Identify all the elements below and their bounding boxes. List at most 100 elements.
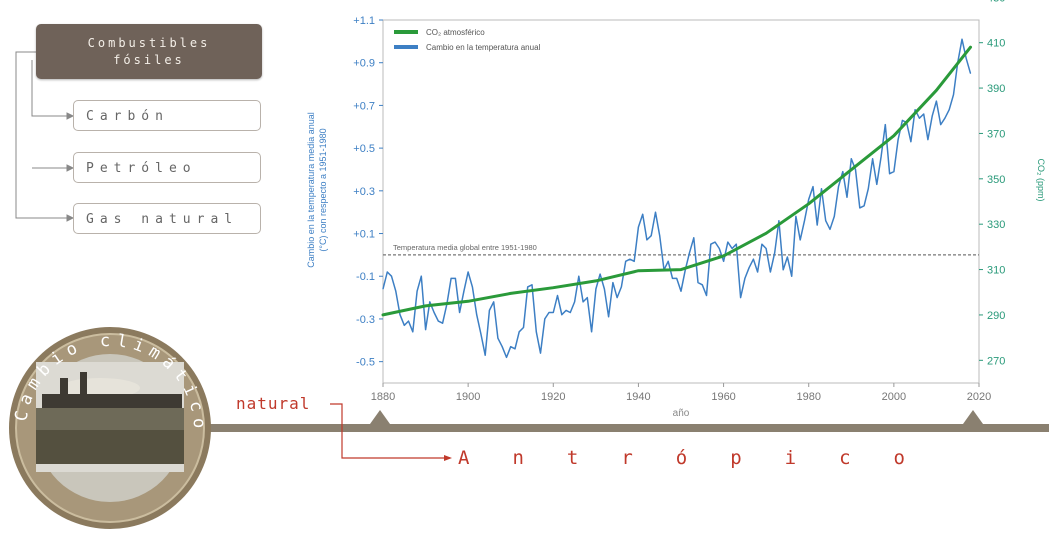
arrow-head-icon (444, 455, 452, 461)
temperature-point (489, 310, 490, 311)
temperature-point (868, 188, 869, 189)
co2-point (638, 270, 640, 272)
temperature-point (927, 139, 928, 140)
temperature-point (719, 248, 720, 249)
co2-point (851, 169, 853, 171)
temperature-point (485, 355, 486, 356)
temperature-point (842, 171, 843, 172)
temperature-point (970, 73, 971, 74)
y-right-tick-label: 430 (987, 0, 1005, 4)
x-tick-label: 2000 (882, 391, 906, 403)
x-tick-label: 1980 (796, 391, 820, 403)
temperature-point (723, 261, 724, 262)
x-tick-label: 1940 (626, 391, 650, 403)
temperature-point (889, 173, 890, 174)
temperature-point (387, 272, 388, 273)
co2-point (936, 90, 938, 92)
co2-point (970, 46, 972, 48)
y-left-tick-label: +0.9 (353, 58, 375, 70)
temperature-point (421, 276, 422, 277)
fuel-item-natural-gas: Gas natural (73, 203, 261, 234)
temperature-point (855, 169, 856, 170)
temperature-point (655, 212, 656, 213)
temperature-point (817, 225, 818, 226)
baseline-label: Temperatura media global entre 1951-1980 (393, 243, 537, 252)
co2-point (425, 305, 427, 307)
temperature-point (804, 220, 805, 221)
temperature-point (795, 216, 796, 217)
temperature-point (591, 331, 592, 332)
y-left-tick-label: -0.3 (356, 314, 375, 326)
temperature-point (493, 301, 494, 302)
temperature-point (412, 331, 413, 332)
temperature-point (885, 124, 886, 125)
legend-label-co2: CO₂ atmosférico (426, 28, 485, 37)
temperature-point (391, 276, 392, 277)
y-left-axis-title: Cambio en la temperatura media anual (°C)… (306, 112, 328, 268)
temperature-point (425, 329, 426, 330)
temperature-point (408, 321, 409, 322)
temperature-point (617, 297, 618, 298)
temperature-point (455, 278, 456, 279)
temperature-point (749, 267, 750, 268)
temperature-point (915, 109, 916, 110)
temperature-point (732, 248, 733, 249)
temperature-point (910, 141, 911, 142)
y-right-tick-label: 350 (987, 174, 1005, 186)
temperature-point (736, 244, 737, 245)
x-tick-label: 1960 (711, 391, 735, 403)
temperature-point (468, 272, 469, 273)
y-right-tick-label: 370 (987, 128, 1005, 140)
temperature-point (698, 282, 699, 283)
temperature-point (672, 278, 673, 279)
temperature-point (966, 58, 967, 59)
temperature-point (821, 188, 822, 189)
temperature-point (681, 291, 682, 292)
plot-frame (383, 20, 979, 383)
y-right-tick-label: 310 (987, 265, 1005, 277)
co2-point (893, 135, 895, 137)
temperature-point (532, 284, 533, 285)
temperature-point (710, 244, 711, 245)
temperature-point (515, 348, 516, 349)
temperature-point (881, 156, 882, 157)
temperature-point (830, 229, 831, 230)
fuel-item-carbon: Carbón (73, 100, 261, 131)
x-tick-label: 2020 (967, 391, 991, 403)
temperature-point (438, 321, 439, 322)
y-right-tick-label: 290 (987, 310, 1005, 322)
temperature-point (638, 227, 639, 228)
temperature-point (744, 278, 745, 279)
timeline-bar (110, 424, 1049, 432)
fossil-fuels-title-line2: fósiles (113, 52, 185, 69)
temperature-point (583, 301, 584, 302)
temperature-point (557, 295, 558, 296)
temperature-point (621, 286, 622, 287)
temperature-point (774, 252, 775, 253)
temperature-point (659, 235, 660, 236)
y-right-tick-label: 390 (987, 83, 1005, 95)
x-tick-label: 1900 (456, 391, 480, 403)
temperature-point (600, 274, 601, 275)
temperature-point (604, 289, 605, 290)
y-left-tick-label: +1.1 (353, 15, 375, 27)
temperature-point (472, 286, 473, 287)
temperature-point (940, 124, 941, 125)
temperature-point (676, 278, 677, 279)
temperature-point (523, 327, 524, 328)
temperature-point (949, 109, 950, 110)
temperature-point (646, 239, 647, 240)
temperature-point (480, 333, 481, 334)
temperature-point (400, 314, 401, 315)
temperature-point (932, 116, 933, 117)
temperature-point (549, 312, 550, 313)
temperature-point (510, 346, 511, 347)
y-left-tick-label: -0.5 (356, 357, 375, 369)
temperature-point (813, 186, 814, 187)
temperature-point (574, 301, 575, 302)
legend-swatch-temperature (394, 45, 418, 49)
co2-point (765, 233, 767, 235)
temperature-point (787, 257, 788, 258)
temperature-point (936, 101, 937, 102)
temperature-point (502, 346, 503, 347)
